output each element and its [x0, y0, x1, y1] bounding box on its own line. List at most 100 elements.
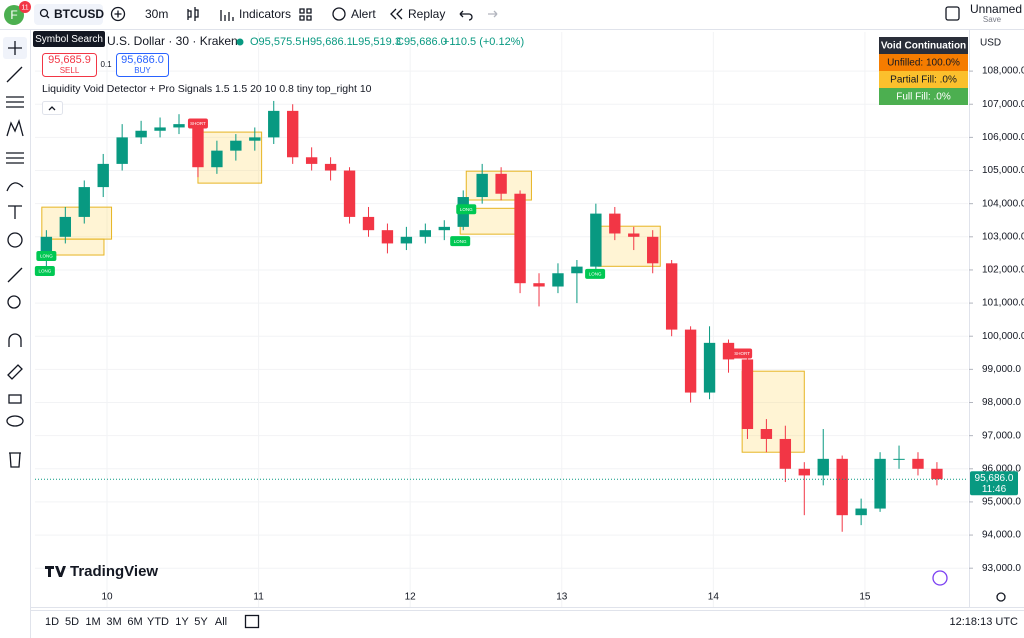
measure-tool[interactable] — [7, 267, 23, 283]
layout-icon[interactable] — [945, 6, 960, 21]
range-button[interactable]: YTD — [147, 616, 169, 628]
y-tick-label: 101,000.0 — [982, 298, 1024, 309]
layout-name[interactable]: Unnamed — [970, 2, 1022, 16]
avatar-letter: F — [10, 8, 17, 22]
candle-body — [268, 110, 280, 138]
signal-label: LONG — [454, 239, 467, 244]
alert-icon — [332, 7, 346, 21]
y-tick-label: 95,000.0 — [982, 497, 1021, 508]
table-title: Void Continuation — [881, 41, 966, 52]
signal-tag — [36, 251, 57, 262]
candle-body — [779, 438, 792, 469]
settings[interactable] — [996, 592, 1006, 602]
range-button[interactable]: 1Y — [175, 616, 189, 628]
x-tick-label: 12 — [405, 592, 417, 603]
y-tick-label: 108,000.0 — [982, 66, 1024, 77]
table-row — [879, 54, 968, 71]
range-button[interactable]: 5Y — [194, 616, 208, 628]
sell-button[interactable] — [42, 53, 97, 77]
avatar[interactable] — [4, 5, 24, 25]
indicators-button[interactable]: Indicators — [239, 7, 291, 21]
goto-date[interactable] — [244, 614, 260, 629]
collapse-icon — [48, 106, 56, 111]
tooltip — [33, 31, 105, 47]
candle-body — [836, 458, 848, 516]
y-tick-label: 94,000.0 — [982, 530, 1021, 541]
signal-label: LONG — [460, 207, 473, 212]
table-row — [879, 71, 968, 88]
sell-price: 95,685.9 — [48, 54, 91, 66]
candle-body — [249, 137, 261, 141]
candle-body — [419, 230, 432, 237]
plot-area: 93,000.0 94,000.0 95,000.0 96,000.0 97,000.0… — [34, 32, 1024, 607]
lock-tool[interactable] — [8, 394, 22, 404]
projection-tool[interactable] — [6, 152, 24, 164]
compare-button[interactable] — [110, 6, 126, 22]
undo[interactable] — [459, 10, 473, 21]
candle-body — [628, 233, 640, 237]
currency-select[interactable] — [974, 34, 1020, 51]
y-tick-label: 104,000.0 — [982, 198, 1024, 209]
candle-body — [931, 468, 943, 480]
indicators-icon — [220, 10, 234, 21]
candle-body — [722, 342, 735, 360]
signal-tag — [450, 236, 471, 247]
fib-tool[interactable] — [6, 96, 24, 108]
range-button[interactable]: 5D — [65, 616, 79, 628]
pattern-tool[interactable] — [6, 118, 24, 137]
magnet-tool[interactable] — [8, 333, 22, 347]
replay-button[interactable]: Replay — [408, 7, 445, 21]
buy-button[interactable] — [116, 53, 169, 77]
templates[interactable] — [299, 8, 312, 21]
clock: 12:18:13 UTC — [950, 616, 1019, 628]
range-button[interactable]: 1M — [85, 616, 100, 628]
hide-tool[interactable] — [6, 415, 24, 427]
candle-body — [192, 124, 204, 168]
currency[interactable]: USD — [980, 38, 1001, 49]
emoji-tool[interactable] — [7, 232, 23, 248]
table-row — [879, 88, 968, 105]
buy-label: BUY — [134, 66, 151, 75]
y-tick-label: 96,000.0 — [982, 463, 1021, 474]
assistant-icon[interactable] — [932, 570, 948, 586]
last-price-tag — [970, 471, 1018, 496]
stay-drawing[interactable] — [7, 364, 23, 380]
trend-line-tool[interactable] — [6, 66, 23, 83]
alert-button[interactable]: Alert — [351, 7, 376, 21]
range-button[interactable]: 1D — [45, 616, 59, 628]
brush-tool[interactable] — [6, 182, 24, 192]
candle-body — [798, 468, 810, 476]
x-tick-label: 10 — [101, 592, 113, 603]
ohlc-open: O95,575.5 — [250, 36, 301, 48]
range-button[interactable]: 6M — [127, 616, 142, 628]
x-tick-label: 11 — [253, 592, 264, 603]
chart-type[interactable] — [187, 7, 199, 21]
search-icon — [46, 15, 50, 19]
x-tick-label: 14 — [708, 592, 720, 603]
candle-body — [609, 213, 621, 234]
ohlc-low: L95,519.3 — [352, 36, 401, 48]
text-tool[interactable] — [8, 205, 22, 219]
remove-tool[interactable] — [9, 452, 21, 468]
candle-body — [874, 458, 886, 509]
cursor-tool[interactable] — [8, 41, 22, 55]
range-button[interactable]: All — [215, 616, 227, 628]
candle-body — [741, 359, 754, 430]
symbol-search[interactable] — [34, 4, 103, 25]
zoom-tool[interactable] — [7, 295, 21, 309]
symbol[interactable]: BTCUSD — [54, 7, 104, 21]
range-button[interactable]: 3M — [106, 616, 121, 628]
badge — [19, 1, 31, 13]
last-price-label: 95,686.0 — [975, 473, 1014, 484]
signal-tag — [187, 118, 208, 129]
interval[interactable]: 30m — [145, 7, 168, 21]
redo[interactable] — [488, 10, 498, 18]
brand-logo — [45, 566, 66, 577]
y-tick-label: 103,000.0 — [982, 231, 1024, 242]
ohlc-close: C95,686.0 — [396, 36, 447, 48]
y-tick-label: 93,000.0 — [982, 563, 1021, 574]
signal-tag — [732, 348, 753, 359]
candle-body — [647, 236, 659, 264]
candle-body — [230, 140, 242, 151]
candle-body — [59, 216, 72, 237]
